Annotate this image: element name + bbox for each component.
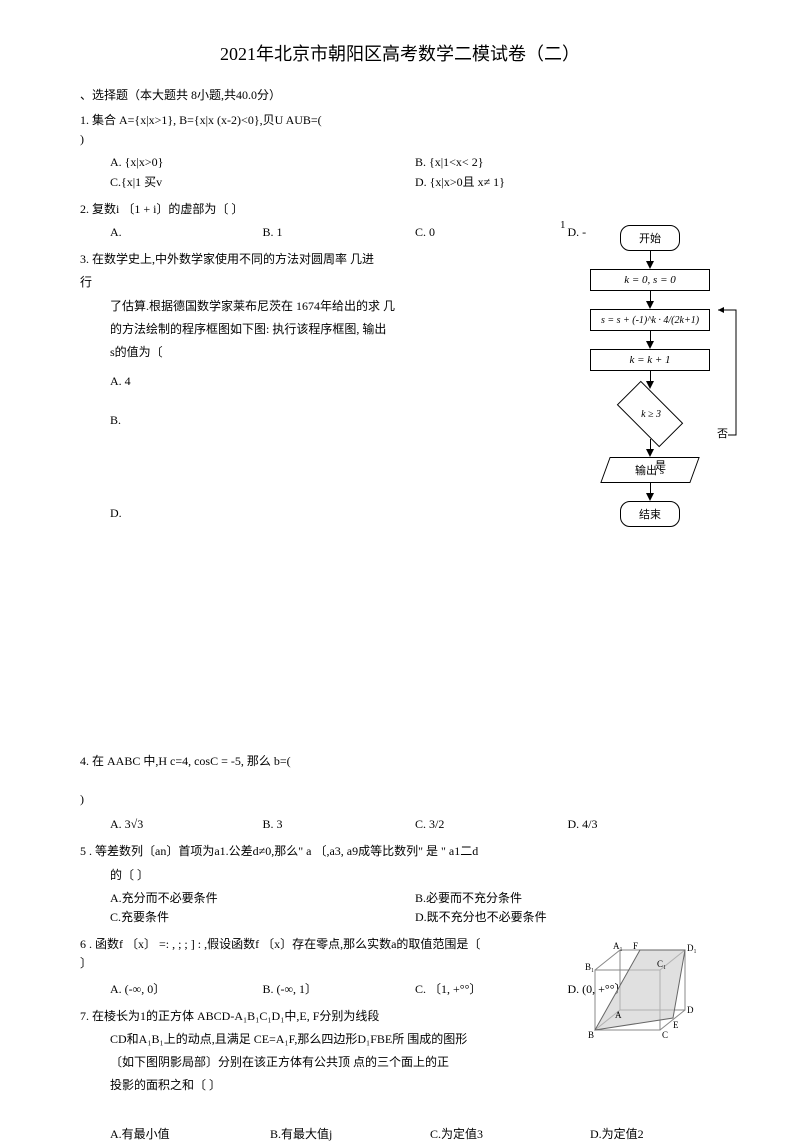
svg-text:C: C bbox=[662, 1030, 668, 1040]
q6-option-b: B. (-∞, 1〕 bbox=[263, 980, 416, 999]
q1-option-c: C.{x|1 买v bbox=[110, 173, 415, 192]
question-7: 7. 在棱长为1的正方体 ABCD-A₁B₁C₁D₁中,E, F分别为线段 CD… bbox=[80, 1007, 550, 1096]
question-3: 3. 在数学史上,中外数学家使用不同的方法对圆周率 几进 行 了估算.根据德国数… bbox=[80, 250, 500, 524]
svg-text:E: E bbox=[673, 1020, 679, 1030]
q1-option-b: B. {x|1<x< 2} bbox=[415, 153, 720, 172]
q3-option-d: D. bbox=[110, 504, 500, 523]
q3-option-b: B. bbox=[110, 411, 500, 430]
q1-option-d: D. {x|x>0且 x≠ 1} bbox=[415, 173, 720, 192]
q6-text: 函数f 〔x〕 =: , ; ; ] : ,假设函数f 〔x〕存在零点,那么实数… bbox=[95, 937, 480, 951]
q7-line3: 〔如下图阴影局部〕分别在该正方体有公共顶 点的三个面上的正 bbox=[110, 1053, 550, 1072]
q2-text: 复数i 〔1 + i〕的虚部为〔 〕 bbox=[92, 202, 243, 216]
q4-option-c: C. 3/2 bbox=[415, 815, 568, 834]
flow-inc: k = k + 1 bbox=[590, 349, 710, 371]
flow-formula: s = s + (-1)^k · 4/(2k+1) bbox=[590, 309, 710, 331]
q4-option-a: A. 3√3 bbox=[110, 815, 263, 834]
q7-line2: CD和A₁B₁上的动点,且满足 CE=A₁F,那么四边形D₁FBE所 围成的图形 bbox=[110, 1030, 550, 1049]
q3-line4: 的方法绘制的程序框图如下图: 执行该程序框图, 输出 bbox=[110, 320, 500, 339]
q2-num: 2. bbox=[80, 202, 89, 216]
svg-text:B: B bbox=[588, 1030, 594, 1040]
q1-close: ) bbox=[80, 132, 84, 146]
svg-text:A: A bbox=[615, 1010, 622, 1020]
q7-option-a: A.有最小值 bbox=[110, 1125, 270, 1142]
section-header: 、选择题（本大题共 8小题,共40.0分） bbox=[80, 86, 720, 103]
question-4: 4. 在 AABC 中,H c=4, cosC = -5, 那么 b=( ) A… bbox=[80, 752, 720, 835]
q2-option-a: A. bbox=[110, 223, 263, 242]
q5-line2: 的〔 〕 bbox=[110, 866, 720, 885]
q7-option-c: C.为定值3 bbox=[430, 1125, 590, 1142]
q5-text: 等差数列〔an〕首项为a1.公差d≠0,那么" a 〔,a3, a9成等比数列"… bbox=[95, 844, 478, 858]
question-1: 1. 集合 A={x|x>1}, B={x|x (x-2)<0},贝U AUB=… bbox=[80, 111, 720, 192]
q5-num: 5 . bbox=[80, 844, 92, 858]
q7-option-d: D.为定值2 bbox=[590, 1125, 750, 1142]
flow-cond: k ≥ 3 bbox=[617, 381, 683, 447]
q6-option-c: C. 〔1, +°°〕 bbox=[415, 980, 568, 999]
flow-loop-line bbox=[718, 305, 738, 445]
q5-option-b: B.必要而不充分条件 bbox=[415, 889, 720, 908]
q4-text: 在 AABC 中,H c=4, cosC = -5, 那么 b=( bbox=[92, 754, 291, 768]
q7-option-b: B.有最大值j bbox=[270, 1125, 430, 1142]
flowchart: 1 开始 k = 0, s = 0 s = s + (-1)^k · 4/(2k… bbox=[580, 225, 720, 527]
cube-diagram: B C D A B₁ C₁ D₁ A₁ E F bbox=[585, 940, 705, 1050]
q3-option-a: A. 4 bbox=[110, 372, 500, 391]
q6-close: 〕 bbox=[80, 956, 92, 970]
svg-text:D: D bbox=[687, 1005, 694, 1015]
q3-line5: s的值为〔 bbox=[110, 343, 500, 362]
q3-num: 3. bbox=[80, 252, 89, 266]
q3-extra: 1 bbox=[560, 219, 566, 231]
q4-close: ) bbox=[80, 792, 84, 806]
q2-option-b: B. 1 bbox=[263, 223, 416, 242]
flow-output: 输出 s bbox=[600, 457, 699, 483]
question-5: 5 . 等差数列〔an〕首项为a1.公差d≠0,那么" a 〔,a3, a9成等… bbox=[80, 842, 720, 927]
q3-line3: 了估算.根据德国数学家莱布尼茨在 1674年给出的求 几 bbox=[110, 297, 500, 316]
svg-text:A₁: A₁ bbox=[613, 941, 623, 951]
flow-init: k = 0, s = 0 bbox=[590, 269, 710, 291]
q2-option-c: C. 0 bbox=[415, 223, 568, 242]
svg-text:C₁: C₁ bbox=[657, 959, 666, 969]
q1-option-a: A. {x|x>0} bbox=[110, 153, 415, 172]
q7-text: 在棱长为1的正方体 ABCD-A₁B₁C₁D₁中,E, F分别为线段 bbox=[92, 1009, 379, 1023]
q5-option-a: A.充分而不必要条件 bbox=[110, 889, 415, 908]
q7-line4: 投影的面积之和〔 〕 bbox=[110, 1076, 550, 1095]
q3-text: 在数学史上,中外数学家使用不同的方法对圆周率 几进 bbox=[92, 252, 374, 266]
svg-text:B₁: B₁ bbox=[585, 962, 594, 972]
q1-num: 1. bbox=[80, 113, 89, 127]
q6-option-a: A. (-∞, 0〕 bbox=[110, 980, 263, 999]
q1-text: 集合 A={x|x>1}, B={x|x (x-2)<0},贝U AUB=( bbox=[92, 113, 322, 127]
q4-num: 4. bbox=[80, 754, 89, 768]
q7-num: 7. bbox=[80, 1009, 89, 1023]
q3-line2: 行 bbox=[80, 273, 500, 292]
q5-option-d: D.既不充分也不必要条件 bbox=[415, 908, 720, 927]
q5-option-c: C.充要条件 bbox=[110, 908, 415, 927]
flow-start: 开始 bbox=[620, 225, 680, 251]
flow-end: 结束 bbox=[620, 501, 680, 527]
svg-text:D₁: D₁ bbox=[687, 943, 697, 953]
q4-option-d: D. 4/3 bbox=[568, 815, 721, 834]
q4-option-b: B. 3 bbox=[263, 815, 416, 834]
page-title: 2021年北京市朝阳区高考数学二模试卷（二） bbox=[80, 40, 720, 66]
svg-text:F: F bbox=[633, 941, 638, 951]
q6-num: 6 . bbox=[80, 937, 92, 951]
